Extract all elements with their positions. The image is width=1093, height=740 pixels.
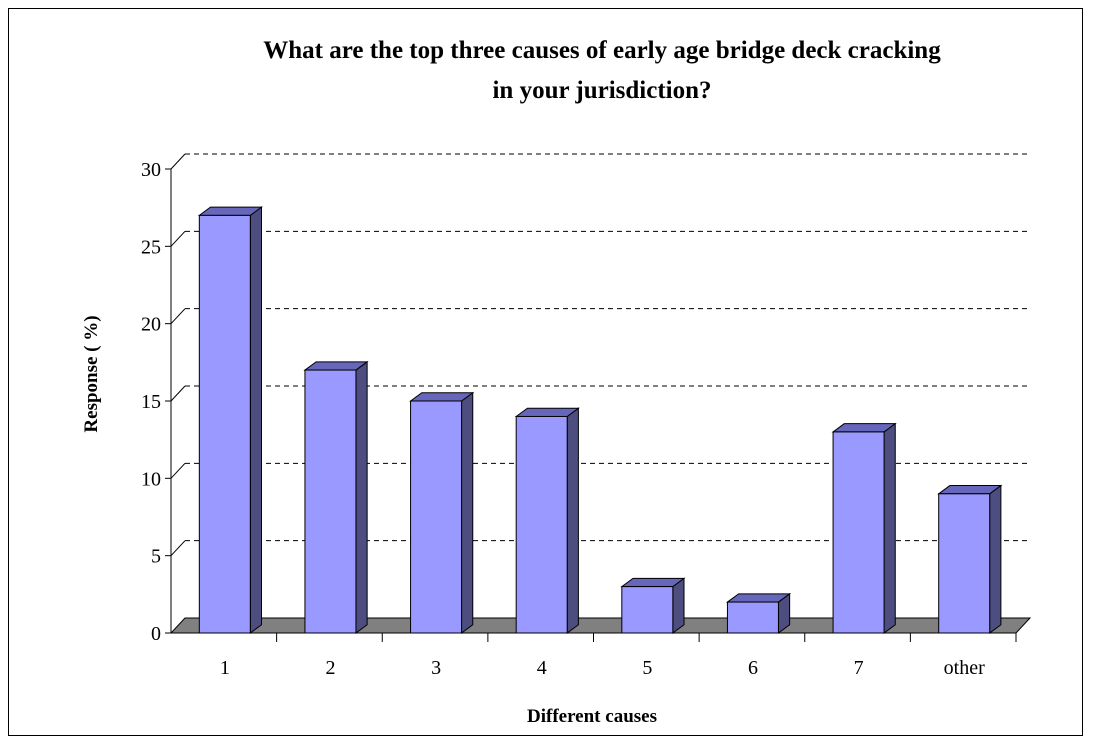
bar bbox=[831, 422, 897, 634]
x-tick-label: 2 bbox=[325, 657, 335, 679]
bar-side bbox=[355, 360, 368, 634]
bar-side bbox=[883, 422, 896, 634]
y-tick-label: 30 bbox=[141, 159, 161, 181]
bar-top bbox=[725, 593, 792, 603]
bar bbox=[514, 407, 580, 634]
bar-side bbox=[672, 577, 685, 634]
chart-title-line-1: What are the top three causes of early a… bbox=[263, 37, 941, 64]
x-tick-label: 5 bbox=[642, 657, 652, 679]
bar-side bbox=[989, 484, 1002, 634]
y-tick-label: 25 bbox=[141, 236, 161, 258]
y-tick-label: 5 bbox=[151, 546, 161, 568]
bar-front bbox=[515, 415, 568, 634]
bar-top bbox=[303, 361, 369, 371]
bar-top bbox=[197, 206, 264, 216]
bar-top bbox=[409, 392, 475, 402]
x-tick-label: 3 bbox=[431, 657, 441, 679]
y-tick-label: 15 bbox=[141, 391, 161, 413]
bar-side bbox=[249, 206, 263, 634]
x-tick-label: 7 bbox=[854, 657, 864, 679]
x-tick-label: 4 bbox=[537, 657, 547, 679]
gridline-connector bbox=[170, 308, 186, 325]
bar-front bbox=[832, 431, 885, 634]
x-axis-title: Different causes bbox=[527, 706, 657, 727]
bar-side bbox=[461, 391, 474, 634]
bar bbox=[409, 391, 475, 634]
bar-top bbox=[514, 407, 580, 417]
bar-front bbox=[304, 369, 357, 634]
x-tick-label: other bbox=[944, 657, 985, 679]
gridlines bbox=[170, 153, 1030, 557]
bar-front bbox=[198, 214, 251, 634]
y-tick-label: 20 bbox=[141, 314, 161, 336]
bar-front bbox=[621, 586, 674, 634]
bar-front bbox=[938, 493, 991, 634]
chart-floor bbox=[169, 617, 1032, 634]
x-tick-label: 6 bbox=[748, 657, 758, 679]
x-tick-label: 1 bbox=[220, 657, 230, 679]
floor-plane bbox=[169, 617, 1032, 634]
gridline-connector bbox=[170, 230, 186, 247]
bars bbox=[197, 206, 1003, 634]
bar-front bbox=[410, 400, 463, 634]
tick-labels: 0 5 10 15 20 25 30 1 2 3 4 5 6 7 other bbox=[141, 159, 985, 679]
gridline-connector bbox=[170, 462, 186, 479]
gridline-connector bbox=[170, 153, 186, 170]
bar-side bbox=[566, 407, 579, 634]
bar bbox=[937, 484, 1003, 634]
bar bbox=[620, 577, 686, 634]
y-tick-label: 10 bbox=[141, 468, 161, 490]
bar-top bbox=[620, 577, 686, 588]
gridline-connector bbox=[170, 540, 186, 557]
gridline-connector bbox=[170, 385, 186, 402]
bar bbox=[725, 592, 792, 634]
bar-top bbox=[831, 423, 897, 433]
y-axis-title: Response ( %) bbox=[81, 315, 102, 432]
bar bbox=[303, 360, 369, 634]
chart-title-line-2: in your jurisdiction? bbox=[492, 77, 711, 104]
bar-top bbox=[937, 485, 1003, 495]
bar-front bbox=[726, 601, 779, 634]
bar bbox=[197, 206, 264, 634]
y-tick-label: 0 bbox=[151, 623, 161, 645]
